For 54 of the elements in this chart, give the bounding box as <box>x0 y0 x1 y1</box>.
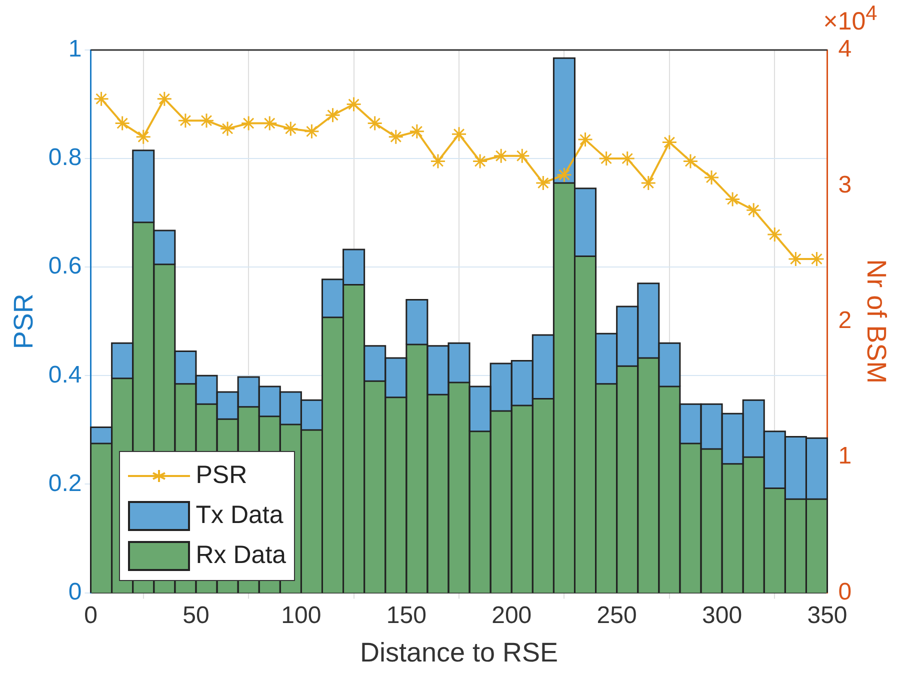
point <box>556 167 572 183</box>
point <box>178 112 194 128</box>
x-tick-label: 300 <box>702 602 742 629</box>
point <box>662 134 678 150</box>
point <box>620 150 636 166</box>
point <box>304 124 320 140</box>
x-tick-label: 150 <box>386 602 426 629</box>
legend-label: PSR <box>196 461 248 490</box>
y2-tick-label: 1 <box>838 442 852 470</box>
y-tick-label: 0.6 <box>48 252 82 280</box>
point <box>94 91 110 107</box>
point <box>788 251 804 267</box>
y2-tick-label: 3 <box>838 171 852 198</box>
point <box>514 148 530 164</box>
x-tick-label: 200 <box>492 602 532 629</box>
point <box>220 120 236 136</box>
point <box>682 154 698 170</box>
point <box>114 116 130 132</box>
y-tick-label: 0 <box>68 578 82 606</box>
point <box>388 129 404 145</box>
point <box>535 175 551 191</box>
y2-tick-label: 4 <box>838 36 852 63</box>
legend-label: Rx Data <box>196 541 286 570</box>
point <box>430 154 446 170</box>
point <box>493 148 509 164</box>
y-tick-label: 0.2 <box>48 470 82 497</box>
x-tick-label: 50 <box>182 602 210 629</box>
point <box>472 154 488 170</box>
point <box>766 226 782 242</box>
point <box>136 129 152 145</box>
point <box>198 112 214 128</box>
y2-tick-label: 2 <box>838 307 852 334</box>
point <box>578 132 594 148</box>
point <box>451 126 467 142</box>
point <box>640 175 656 191</box>
y-tick-label: 0.4 <box>48 361 82 388</box>
point <box>282 120 298 136</box>
x-tick-label: 250 <box>596 602 637 629</box>
text: ×10$^{4}$ <box>823 2 878 36</box>
y-tick-label: 1 <box>68 36 82 63</box>
point <box>156 91 172 107</box>
y-axis-title: PSR <box>8 294 39 350</box>
x-tick-label: 100 <box>281 602 322 629</box>
point <box>346 96 362 112</box>
x-axis-title: Distance to RSE <box>360 637 558 668</box>
point <box>724 192 740 208</box>
point <box>746 202 762 218</box>
y-tick-label: 0.8 <box>48 144 82 172</box>
legend-label: Tx Data <box>196 501 284 530</box>
point <box>325 107 341 123</box>
point <box>367 116 383 132</box>
point <box>704 170 720 186</box>
y2-axis-title: Nr of BSM <box>861 259 892 384</box>
point <box>409 124 425 140</box>
